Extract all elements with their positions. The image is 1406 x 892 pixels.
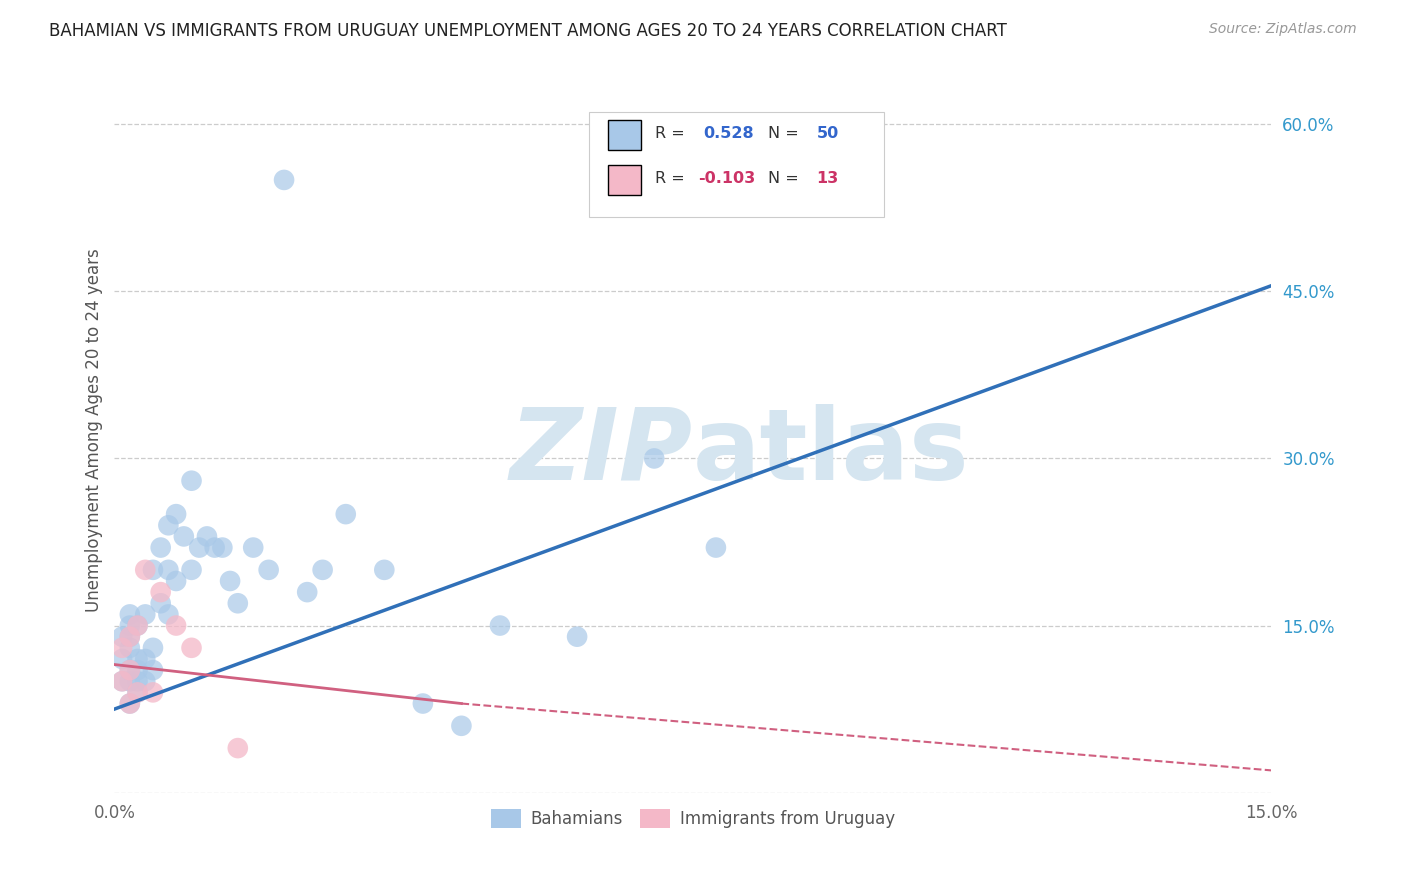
Point [180, 563, 202, 577]
Point [134, 652, 156, 666]
Point [118, 630, 141, 644]
Point [450, 719, 472, 733]
Point [373, 563, 395, 577]
Point [111, 652, 134, 666]
Point [118, 697, 141, 711]
Point [188, 541, 211, 555]
Point [149, 541, 172, 555]
Point [134, 563, 156, 577]
Point [127, 618, 149, 632]
Point [704, 541, 727, 555]
Point [273, 173, 295, 187]
Text: R =: R = [655, 127, 685, 141]
Text: BAHAMIAN VS IMMIGRANTS FROM URUGUAY UNEMPLOYMENT AMONG AGES 20 TO 24 YEARS CORRE: BAHAMIAN VS IMMIGRANTS FROM URUGUAY UNEM… [49, 22, 1007, 40]
Point [118, 607, 141, 622]
FancyBboxPatch shape [589, 112, 883, 217]
Point [127, 618, 149, 632]
Point [219, 574, 242, 588]
Point [111, 674, 134, 689]
Text: atlas: atlas [693, 404, 969, 500]
Point [489, 618, 512, 632]
Point [226, 741, 249, 756]
Point [142, 640, 165, 655]
Text: N =: N = [768, 171, 799, 186]
Text: R =: R = [655, 171, 685, 186]
Point [118, 697, 141, 711]
Point [226, 596, 249, 610]
Point [565, 630, 588, 644]
Point [134, 674, 156, 689]
Point [127, 652, 149, 666]
Point [142, 685, 165, 699]
Legend: Bahamians, Immigrants from Uruguay: Bahamians, Immigrants from Uruguay [484, 803, 901, 835]
Point [157, 518, 180, 533]
Point [643, 451, 665, 466]
Point [257, 563, 280, 577]
Point [165, 618, 187, 632]
Point [134, 607, 156, 622]
Point [118, 663, 141, 677]
Point [311, 563, 333, 577]
FancyBboxPatch shape [609, 165, 641, 195]
FancyBboxPatch shape [609, 120, 641, 151]
Point [118, 674, 141, 689]
Text: N =: N = [768, 127, 799, 141]
Point [242, 541, 264, 555]
Point [127, 685, 149, 699]
Point [157, 563, 180, 577]
Point [211, 541, 233, 555]
Text: -0.103: -0.103 [699, 171, 756, 186]
Point [127, 663, 149, 677]
Point [195, 529, 218, 543]
Text: 50: 50 [817, 127, 839, 141]
Point [142, 563, 165, 577]
Y-axis label: Unemployment Among Ages 20 to 24 years: Unemployment Among Ages 20 to 24 years [86, 249, 103, 613]
Point [157, 607, 180, 622]
Point [295, 585, 318, 599]
Text: 13: 13 [817, 171, 839, 186]
Text: ZIP: ZIP [510, 404, 693, 500]
Point [173, 529, 195, 543]
Point [149, 596, 172, 610]
Point [118, 663, 141, 677]
Point [180, 474, 202, 488]
Point [111, 674, 134, 689]
Point [165, 574, 187, 588]
Text: 0.528: 0.528 [703, 127, 754, 141]
Point [118, 640, 141, 655]
Point [142, 663, 165, 677]
Point [111, 640, 134, 655]
Point [118, 618, 141, 632]
Point [118, 630, 141, 644]
Point [204, 541, 226, 555]
Point [335, 507, 357, 521]
Point [149, 585, 172, 599]
Point [412, 697, 434, 711]
Point [127, 674, 149, 689]
Point [127, 685, 149, 699]
Point [111, 630, 134, 644]
Point [180, 640, 202, 655]
Text: Source: ZipAtlas.com: Source: ZipAtlas.com [1209, 22, 1357, 37]
Point [165, 507, 187, 521]
